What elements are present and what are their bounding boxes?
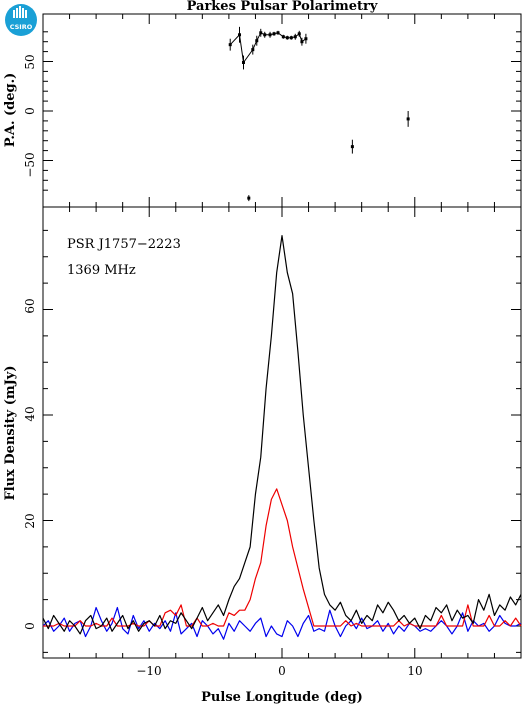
- flux-ytick-label: 20: [23, 513, 37, 528]
- pa-point: [304, 37, 308, 41]
- pa-panel-frame: [42, 13, 522, 208]
- pa-point: [406, 117, 410, 121]
- pa-point: [285, 36, 289, 40]
- pa-point: [259, 31, 263, 35]
- circular-flux-line: [42, 606, 522, 640]
- flux-ylabel: Flux Density (mJy): [3, 366, 18, 501]
- flux-xtick-label: 10: [407, 664, 422, 678]
- pa-point: [268, 33, 272, 37]
- flux-xtick-label: −10: [136, 664, 161, 678]
- pa-point: [293, 35, 297, 39]
- flux-xlabel: Pulse Longitude (deg): [201, 690, 363, 705]
- pa-ylabel: P.A. (deg.): [3, 73, 18, 148]
- pa-point: [247, 196, 251, 200]
- total-flux-line: [42, 235, 522, 635]
- pa-point: [297, 32, 301, 36]
- pa-ytick-label: −50: [23, 152, 37, 177]
- frequency-annotation: 1369 MHz: [67, 263, 136, 278]
- pa-point: [255, 39, 259, 43]
- flux-panel: 0 20 40 60 −10 0 10 Pulse Longitude (deg…: [3, 206, 522, 705]
- pa-point: [251, 48, 255, 52]
- pa-point: [350, 145, 354, 149]
- pa-point: [276, 31, 280, 35]
- linear-flux-line: [43, 488, 522, 627]
- pa-ytick-label: 50: [23, 54, 37, 69]
- csiro-logo: CSIRO: [5, 4, 37, 36]
- pa-points: [228, 26, 410, 202]
- logo-bars-icon: [13, 6, 27, 18]
- flux-series: [42, 235, 522, 640]
- flux-ytick-label: 0: [23, 622, 37, 630]
- pa-point: [238, 33, 242, 37]
- flux-axis-ticks: [43, 207, 522, 658]
- pa-point: [281, 35, 285, 39]
- pa-point: [228, 43, 232, 47]
- pa-ytick-label: 0: [23, 107, 37, 115]
- pa-point: [241, 60, 245, 64]
- flux-ytick-label: 40: [23, 406, 37, 421]
- flux-ytick-label: 60: [23, 298, 37, 313]
- pa-point: [272, 32, 276, 36]
- pa-point: [289, 36, 293, 40]
- pa-point: [263, 33, 267, 37]
- pulsar-name-annotation: PSR J1757−2223: [67, 237, 181, 252]
- logo-text: CSIRO: [10, 23, 33, 31]
- pa-panel: −50 0 50 P.A. (deg.): [3, 13, 522, 208]
- pa-point: [300, 40, 304, 44]
- pa-axis-ticks: [43, 14, 522, 207]
- figure-title: Parkes Pulsar Polarimetry: [187, 0, 378, 14]
- flux-xtick-label: 0: [278, 664, 286, 678]
